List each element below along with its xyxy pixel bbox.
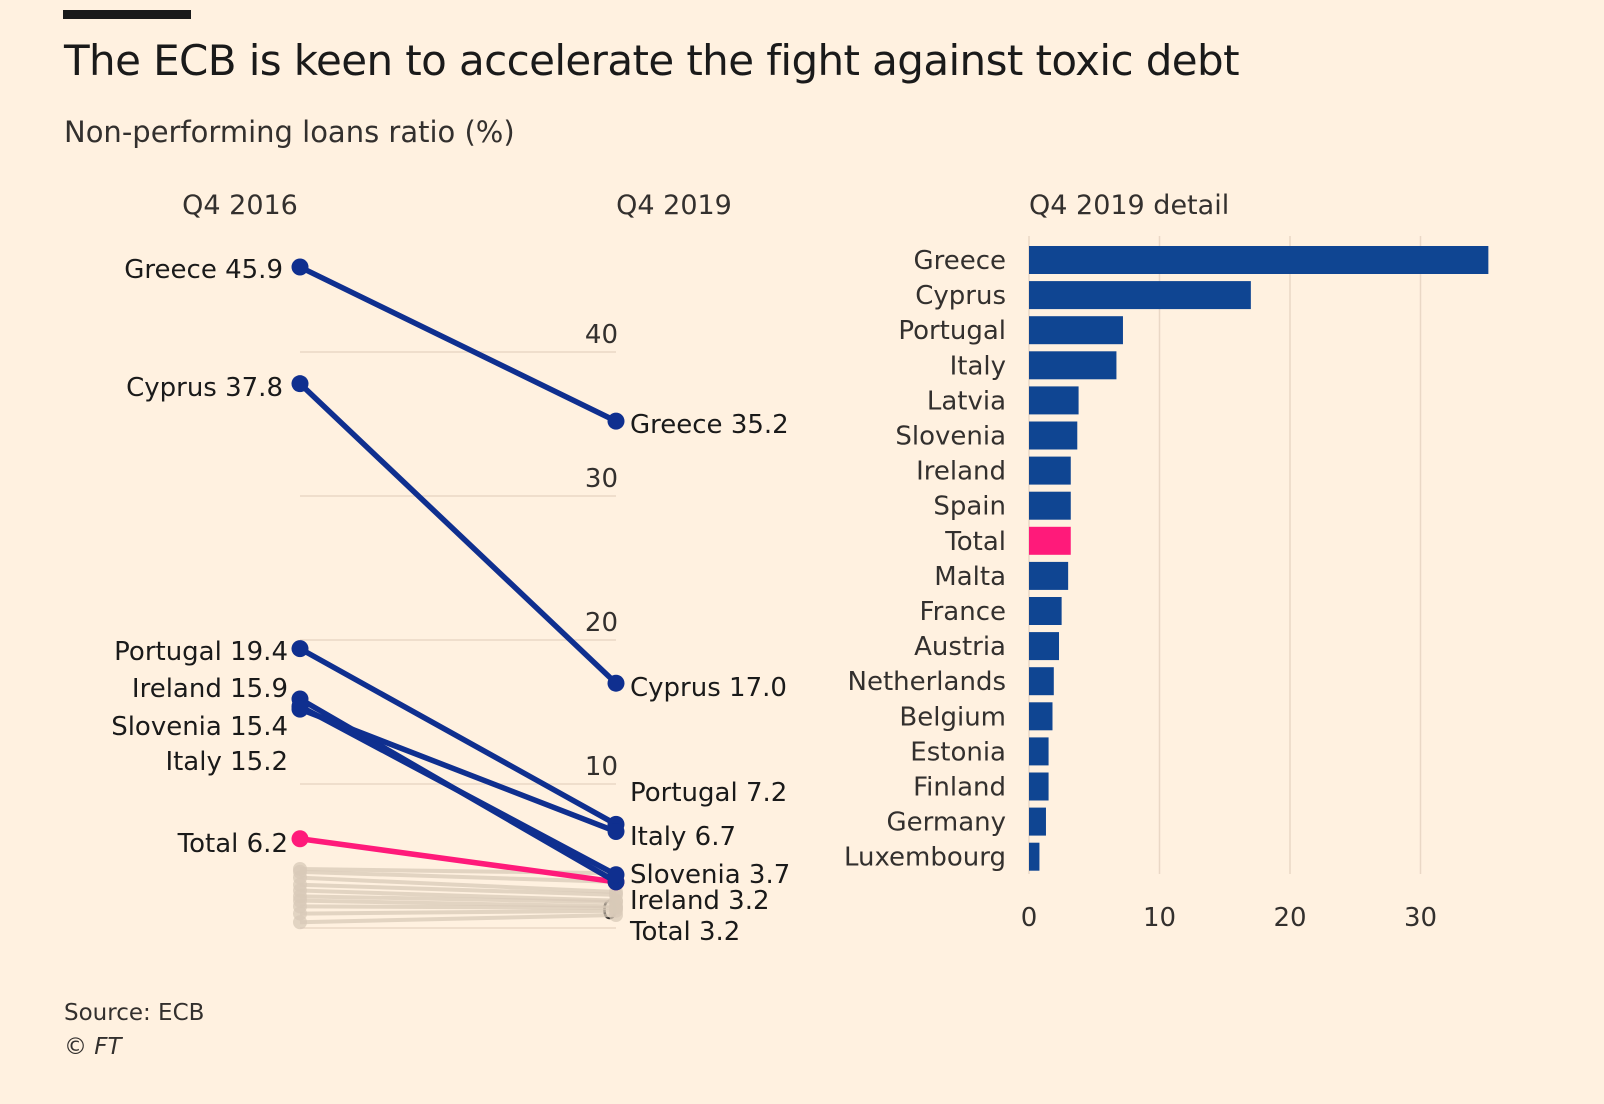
slope-point-start-greece: [291, 258, 309, 276]
slope-tick-label-30: 30: [585, 464, 618, 494]
bar-label-estonia: Estonia: [910, 737, 1006, 767]
bar-cyprus: [1029, 281, 1251, 310]
background-point-start-9: [293, 915, 307, 930]
background-line-8: [299, 908, 617, 916]
bar-greece: [1029, 246, 1489, 274]
bar-tick-label-0: 0: [1021, 903, 1038, 933]
background-line-1: [299, 869, 617, 884]
chart-title: The ECB is keen to accelerate the fight …: [64, 36, 1240, 85]
slope-start-label-total: Total 6.2: [177, 829, 288, 859]
copyright-note: © FT: [64, 1034, 122, 1060]
background-line-4: [299, 888, 617, 903]
slope-point-end-slovenia: [607, 866, 625, 884]
background-line-2: [299, 875, 617, 894]
bar-ireland: [1029, 456, 1071, 485]
bar-latvia: [1029, 386, 1079, 415]
bar-spain: [1029, 491, 1071, 520]
source-note: Source: ECB: [64, 1000, 205, 1026]
bar-label-slovenia: Slovenia: [895, 422, 1006, 452]
slope-end-label-ireland: Ireland 3.2: [630, 886, 770, 916]
bar-label-cyprus: Cyprus: [915, 281, 1006, 311]
slope-point-end-italy: [607, 823, 625, 841]
slope-x-label-start: Q4 2016: [182, 190, 298, 221]
bar-netherlands: [1029, 667, 1054, 696]
bar-label-latvia: Latvia: [927, 386, 1006, 416]
slope-end-label-slovenia: Slovenia 3.7: [630, 860, 790, 890]
bar-luxembourg: [1029, 842, 1040, 871]
background-point-end-9: [609, 908, 623, 923]
bar-label-finland: Finland: [913, 773, 1006, 803]
slope-line-cyprus: [297, 380, 619, 686]
bar-estonia: [1029, 737, 1049, 766]
slope-line-slovenia: [297, 703, 619, 878]
bar-label-portugal: Portugal: [898, 316, 1006, 346]
slope-end-label-italy: Italy 6.7: [630, 822, 736, 852]
bar-label-germany: Germany: [886, 808, 1006, 838]
bar-label-italy: Italy: [950, 351, 1006, 381]
bar-germany: [1029, 807, 1046, 836]
bar-chart-title: Q4 2019 detail: [1029, 190, 1229, 221]
ft-top-rule: [63, 10, 191, 19]
bar-label-total: Total: [944, 527, 1006, 557]
bar-austria: [1029, 632, 1060, 661]
bar-tick-label-30: 30: [1404, 903, 1437, 933]
background-line-9: [299, 913, 617, 925]
bar-finland: [1029, 772, 1049, 801]
slope-tick-label-20: 20: [585, 608, 618, 638]
slope-point-start-total: [291, 830, 309, 848]
bar-total: [1029, 526, 1071, 555]
slope-start-label-italy: Italy 15.2: [165, 747, 288, 777]
bar-france: [1029, 597, 1062, 625]
bar-belgium: [1029, 702, 1053, 731]
slope-start-label-slovenia: Slovenia 15.4: [111, 712, 288, 742]
bar-label-ireland: Ireland: [916, 457, 1006, 487]
slope-tick-label-10: 10: [585, 752, 618, 782]
slope-end-label-total: Total 3.2: [629, 917, 740, 947]
slope-line-italy: [297, 706, 619, 835]
slope-start-label-cyprus: Cyprus 37.8: [126, 373, 283, 403]
slope-line-portugal: [297, 645, 619, 828]
bar-portugal: [1029, 316, 1123, 345]
bar-malta: [1029, 561, 1069, 590]
slope-start-label-greece: Greece 45.9: [124, 255, 283, 285]
background-line-6: [299, 898, 617, 909]
slope-end-label-cyprus: Cyprus 17.0: [630, 673, 787, 703]
bar-label-belgium: Belgium: [899, 702, 1006, 732]
slope-x-label-end: Q4 2019: [616, 190, 732, 221]
bar-tick-label-10: 10: [1143, 903, 1176, 933]
bar-tick-label-20: 20: [1273, 903, 1306, 933]
slope-end-label-portugal: Portugal 7.2: [630, 778, 787, 808]
bar-slovenia: [1029, 421, 1078, 450]
bar-label-luxembourg: Luxembourg: [844, 843, 1006, 873]
slope-tick-label-40: 40: [585, 320, 618, 350]
background-line-5: [299, 894, 617, 905]
background-line-3: [299, 882, 617, 897]
bar-italy: [1029, 351, 1117, 380]
slope-start-label-portugal: Portugal 19.4: [114, 637, 288, 667]
slope-point-start-italy: [291, 700, 309, 718]
background-line-7: [299, 904, 617, 910]
slope-point-start-cyprus: [291, 375, 309, 393]
slope-point-end-cyprus: [607, 674, 625, 692]
bar-label-spain: Spain: [933, 492, 1006, 522]
slope-line-total: [297, 835, 619, 885]
bar-label-austria: Austria: [914, 632, 1006, 662]
bar-chart: Q4 2019 detail 0 10 20 30 Greece Cyprus Portuga…: [844, 190, 1489, 933]
slope-end-label-greece: Greece 35.2: [630, 410, 789, 440]
slope-line-greece: [297, 264, 619, 424]
bar-label-netherlands: Netherlands: [848, 667, 1007, 697]
chart-subtitle: Non-performing loans ratio (%): [64, 115, 515, 149]
slope-point-end-greece: [607, 412, 625, 430]
slope-point-start-portugal: [291, 640, 309, 658]
bar-label-france: France: [920, 597, 1006, 627]
bar-label-greece: Greece: [913, 246, 1006, 276]
bar-label-malta: Malta: [934, 562, 1006, 592]
slope-start-label-ireland: Ireland 15.9: [132, 674, 288, 704]
